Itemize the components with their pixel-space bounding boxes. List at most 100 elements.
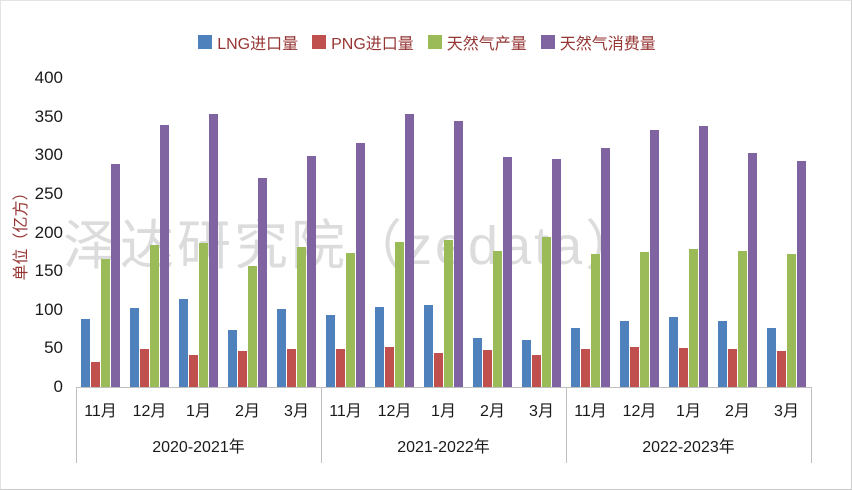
bar bbox=[395, 242, 404, 387]
category-separator-line bbox=[811, 387, 812, 463]
month-label: 12月 bbox=[377, 403, 412, 420]
bar bbox=[130, 308, 139, 387]
month-label: 2月 bbox=[235, 403, 260, 420]
bar bbox=[738, 251, 747, 387]
x-axis-line bbox=[76, 387, 812, 388]
month-label: 1月 bbox=[676, 403, 701, 420]
bar bbox=[91, 362, 100, 387]
bar bbox=[140, 349, 149, 387]
bar bbox=[307, 156, 316, 387]
legend-item-3: 天然气消费量 bbox=[540, 30, 656, 54]
bar bbox=[238, 351, 247, 387]
bar bbox=[209, 114, 218, 387]
bar bbox=[777, 351, 786, 387]
month-label: 11月 bbox=[574, 403, 607, 420]
bar bbox=[258, 178, 267, 387]
bar bbox=[679, 348, 688, 387]
bar bbox=[503, 157, 512, 387]
bar bbox=[444, 240, 453, 387]
legend-swatch-icon bbox=[198, 35, 213, 49]
bar bbox=[111, 164, 120, 387]
legend: LNG进口量 PNG进口量 天然气产量 天然气消费量 bbox=[1, 29, 851, 55]
bar bbox=[669, 317, 678, 387]
bar bbox=[375, 307, 384, 387]
plot-area bbox=[76, 78, 811, 387]
month-label: 1月 bbox=[431, 403, 456, 420]
y-tick-label: 200 bbox=[34, 222, 63, 242]
month-label: 1月 bbox=[186, 403, 211, 420]
category-separator-line bbox=[76, 387, 77, 463]
month-label: 3月 bbox=[529, 403, 554, 420]
bar bbox=[81, 319, 90, 387]
bar bbox=[767, 328, 776, 387]
y-tick-label: 350 bbox=[34, 106, 63, 126]
bar bbox=[199, 243, 208, 387]
month-label: 11月 bbox=[84, 403, 117, 420]
bar-group bbox=[125, 78, 174, 387]
bar bbox=[228, 330, 237, 387]
y-tick-label: 50 bbox=[44, 338, 63, 358]
bar bbox=[454, 121, 463, 387]
y-tick-label: 250 bbox=[34, 183, 63, 203]
month-label: 3月 bbox=[774, 403, 799, 420]
bar-group bbox=[321, 78, 370, 387]
bar bbox=[542, 237, 551, 387]
bar-group bbox=[517, 78, 566, 387]
bar bbox=[385, 347, 394, 387]
legend-label: LNG进口量 bbox=[217, 36, 299, 53]
bar-group bbox=[762, 78, 811, 387]
legend-label: PNG进口量 bbox=[331, 36, 414, 53]
bar-group bbox=[370, 78, 419, 387]
y-tick-label: 400 bbox=[34, 68, 63, 87]
bar bbox=[601, 148, 610, 387]
bar bbox=[522, 340, 531, 387]
bar bbox=[748, 153, 757, 387]
bar bbox=[493, 251, 502, 387]
month-label: 3月 bbox=[284, 403, 309, 420]
month-label: 2月 bbox=[480, 403, 505, 420]
period-label: 2020-2021年 bbox=[152, 439, 245, 456]
bar bbox=[179, 299, 188, 387]
bar bbox=[630, 347, 639, 387]
bar-group bbox=[419, 78, 468, 387]
bar-group bbox=[468, 78, 517, 387]
bar bbox=[405, 114, 414, 387]
bar bbox=[434, 353, 443, 387]
bar bbox=[277, 309, 286, 387]
bar bbox=[483, 350, 492, 387]
month-label: 2月 bbox=[725, 403, 750, 420]
bar bbox=[336, 349, 345, 387]
legend-item-0: LNG进口量 bbox=[198, 30, 298, 54]
y-tick-label: 0 bbox=[53, 377, 63, 396]
bar bbox=[620, 321, 629, 387]
month-label: 12月 bbox=[132, 403, 167, 420]
bar-group bbox=[272, 78, 321, 387]
category-separator-line bbox=[566, 387, 567, 463]
bar bbox=[532, 355, 541, 387]
bar-group bbox=[566, 78, 615, 387]
bar bbox=[150, 245, 159, 387]
bar bbox=[650, 130, 659, 387]
bar bbox=[699, 126, 708, 387]
legend-swatch-icon bbox=[427, 35, 442, 49]
period-labels-row: 2020-2021年 2021-2022年 2022-2023年 bbox=[76, 433, 811, 457]
bar bbox=[297, 247, 306, 387]
bar-group bbox=[223, 78, 272, 387]
bar-group bbox=[174, 78, 223, 387]
month-label: 12月 bbox=[622, 403, 657, 420]
bar bbox=[326, 315, 335, 387]
bar bbox=[552, 159, 561, 387]
bar-group bbox=[615, 78, 664, 387]
bar bbox=[473, 338, 482, 387]
legend-label: 天然气产量 bbox=[446, 36, 527, 53]
bar bbox=[101, 259, 110, 387]
bar bbox=[797, 161, 806, 387]
bar bbox=[356, 143, 365, 387]
category-separator-line bbox=[321, 387, 322, 463]
bar bbox=[689, 249, 698, 387]
bar bbox=[718, 321, 727, 387]
legend-swatch-icon bbox=[312, 35, 327, 49]
legend-swatch-icon bbox=[540, 35, 555, 49]
month-labels-row: 11月 12月 1月 2月 3月 11月 12月 1月 2月 3月 11月 12月 1月 2月 3月 bbox=[76, 397, 811, 421]
